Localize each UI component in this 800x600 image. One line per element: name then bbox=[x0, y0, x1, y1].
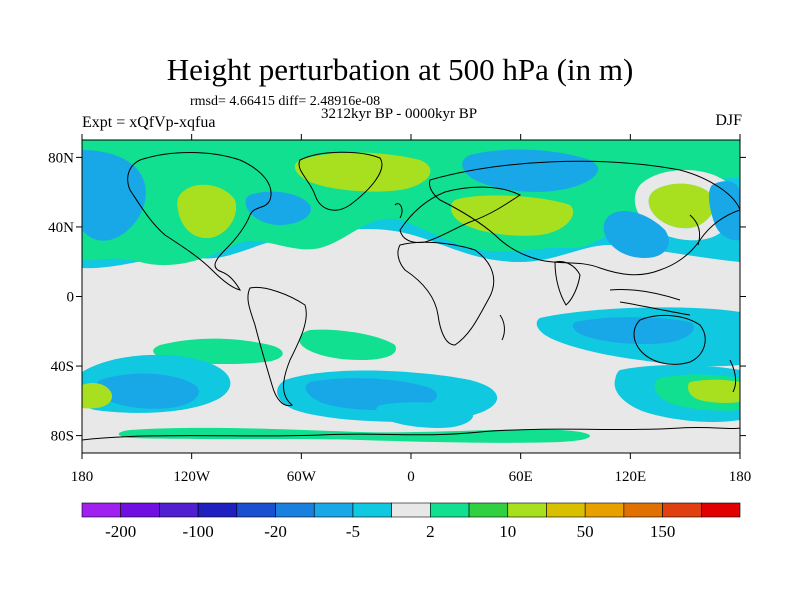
contour-greenland-yellow bbox=[294, 152, 431, 192]
y-tick-label: 80S bbox=[51, 429, 74, 445]
contour-sh-yellow-se bbox=[687, 379, 740, 403]
colorbar-swatch bbox=[159, 502, 199, 518]
colorbar-swatch bbox=[507, 502, 547, 518]
y-tick-label: 40S bbox=[51, 359, 74, 375]
colorbar-swatch bbox=[662, 502, 702, 518]
colorbar-swatch bbox=[391, 502, 431, 518]
coastline-antarctica bbox=[82, 426, 740, 441]
x-axis: 180 120W 60W 0 60E 120E 180 bbox=[71, 134, 752, 485]
colorbar-label: 150 bbox=[650, 522, 676, 541]
x-tick-label: 180 bbox=[71, 469, 94, 485]
colorbar-swatch bbox=[700, 502, 741, 518]
stats-line: rmsd= 4.66415 diff= 2.48916e-08 bbox=[190, 94, 381, 109]
x-tick-label: 60E bbox=[509, 469, 533, 485]
contour-sh-blue-e bbox=[572, 317, 694, 345]
coastline-greenland bbox=[298, 151, 383, 211]
y-tick-label: 40N bbox=[48, 220, 74, 236]
colorbar-label: -20 bbox=[264, 522, 287, 541]
coastline-asia bbox=[429, 160, 740, 276]
contour-antarctic-green bbox=[118, 427, 590, 443]
y-axis: 80N 40N 0 40S 80S bbox=[48, 150, 746, 445]
colorbar-swatch bbox=[236, 502, 276, 518]
y-tick-label: 80N bbox=[48, 150, 74, 166]
colorbar-swatch bbox=[352, 502, 392, 518]
x-tick-label: 120W bbox=[173, 469, 211, 485]
x-tick-label: 180 bbox=[729, 469, 752, 485]
colorbar-label: -5 bbox=[346, 522, 360, 541]
experiment-label: Expt = xQfVp-xqfua bbox=[82, 114, 216, 131]
contour-atlantic-blue bbox=[245, 191, 311, 225]
contour-fill-layer bbox=[82, 140, 740, 269]
contour-na-yellow bbox=[177, 184, 237, 239]
coastline-africa bbox=[397, 241, 495, 346]
contour-eurasia-blue bbox=[462, 149, 599, 192]
x-tick-label: 120E bbox=[614, 469, 646, 485]
contour-sh-green-2 bbox=[299, 329, 396, 360]
season-label: DJF bbox=[715, 112, 742, 129]
colorbar-swatch bbox=[584, 502, 625, 518]
y-tick-label: 0 bbox=[67, 290, 75, 306]
colorbar-label: 50 bbox=[577, 522, 594, 541]
colorbar-swatch bbox=[623, 502, 663, 518]
coastline-india bbox=[554, 261, 581, 306]
period-label: 3212kyr BP - 0000kyr BP bbox=[321, 106, 478, 122]
coastlines bbox=[82, 151, 740, 441]
contour-fill-layer-south bbox=[82, 307, 740, 443]
contour-sh-lightblue-low bbox=[376, 402, 474, 428]
contour-nw-blue bbox=[82, 150, 146, 241]
map-panel bbox=[82, 140, 740, 453]
contour-sh-blue-c bbox=[305, 378, 438, 410]
plot-title: Height perturbation at 500 hPa (in m) bbox=[166, 52, 634, 87]
colorbar-swatch bbox=[313, 502, 354, 518]
coastline-australia bbox=[633, 315, 706, 365]
contour-npacific-yellow bbox=[648, 183, 715, 229]
colorbar: -200 -100 -20 -5 2 10 50 150 bbox=[81, 502, 741, 541]
coastline-indonesia bbox=[609, 289, 691, 316]
colorbar-label: -100 bbox=[183, 522, 214, 541]
colorbar-swatch bbox=[81, 502, 122, 518]
contour-europe-yellow bbox=[450, 195, 574, 236]
contour-sh-blue-w bbox=[96, 373, 199, 409]
coastline-north-america bbox=[127, 152, 272, 291]
colorbar-swatch bbox=[275, 502, 315, 518]
coastline-uk bbox=[394, 203, 403, 219]
x-tick-label: 0 bbox=[407, 469, 415, 485]
colorbar-label: -200 bbox=[105, 522, 136, 541]
x-tick-label: 60W bbox=[287, 469, 317, 485]
colorbar-swatch bbox=[430, 502, 470, 518]
coastline-madagascar bbox=[499, 314, 505, 341]
coastline-japan bbox=[689, 214, 701, 246]
contour-sh-yellow-w bbox=[82, 383, 113, 409]
colorbar-swatch bbox=[546, 502, 586, 518]
colorbar-label: 10 bbox=[499, 522, 516, 541]
contour-asia-blue bbox=[603, 210, 669, 258]
colorbar-swatch bbox=[468, 502, 509, 518]
colorbar-label: 2 bbox=[426, 522, 435, 541]
colorbar-swatch bbox=[197, 502, 238, 518]
contour-pacific-blue-right bbox=[708, 181, 740, 241]
colorbar-swatch bbox=[120, 502, 160, 518]
coastline-new-zealand bbox=[729, 359, 737, 393]
coastline-south-america bbox=[247, 286, 307, 407]
